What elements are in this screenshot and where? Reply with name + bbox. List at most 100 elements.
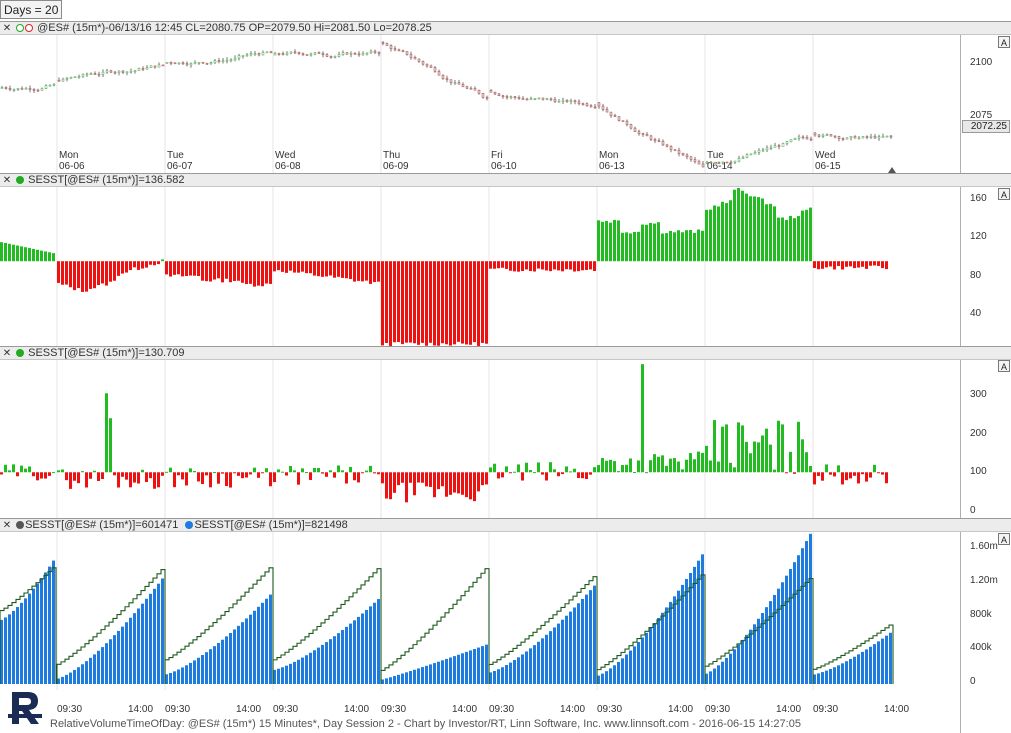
sesst2-bar	[785, 472, 788, 474]
volume-autoscale-button[interactable]: A	[998, 533, 1010, 545]
volume-bar	[621, 658, 624, 684]
sesst2-bar	[817, 472, 820, 476]
candle-body	[825, 134, 829, 136]
candle-body	[525, 98, 529, 101]
close-icon[interactable]: ✕	[2, 175, 12, 186]
candle-body	[281, 53, 285, 55]
sesst1-bar	[113, 261, 116, 281]
volume-bar	[24, 598, 27, 684]
volume-bar	[157, 583, 160, 684]
candle-body	[357, 53, 361, 56]
volume-bar	[221, 639, 224, 684]
candle-body	[141, 68, 145, 70]
sesst1-bar	[361, 261, 364, 282]
sesst2-bar	[125, 472, 128, 480]
sesst1-bar	[549, 261, 552, 272]
volume-bar	[689, 572, 692, 684]
candle-body	[121, 70, 125, 73]
candle-body	[869, 135, 873, 138]
candle-body	[737, 158, 741, 162]
volume-bar	[217, 642, 220, 684]
time-label: 14:00	[128, 704, 154, 715]
volume-bar	[249, 614, 252, 684]
candle-body	[341, 52, 345, 55]
volume-bar	[113, 635, 116, 684]
volume-bar	[765, 607, 768, 684]
sesst1-bar	[413, 261, 416, 344]
volume-bar	[613, 665, 616, 684]
volume-bar	[333, 636, 336, 684]
sesst1-bar	[717, 206, 720, 262]
sesst2-bar	[653, 454, 656, 473]
sesst1-bar	[577, 261, 580, 272]
candle-body	[213, 60, 217, 63]
sesst1-autoscale-button[interactable]: A	[998, 188, 1010, 200]
days-button[interactable]: Days = 20	[0, 0, 62, 19]
sesst2-bar	[685, 459, 688, 473]
sesst1-bar	[36, 249, 39, 262]
sesst1-bar	[305, 261, 308, 274]
sesst2-bar	[297, 472, 300, 485]
volume-bar	[557, 623, 560, 684]
sesst1-bar	[0, 242, 3, 262]
candle-body	[309, 53, 313, 56]
sesst1-bar	[373, 261, 376, 283]
volume-bar	[289, 663, 292, 684]
sesst2-bar	[353, 472, 356, 481]
sesst2-bar	[101, 472, 104, 479]
sesst1-bar	[57, 261, 60, 283]
close-icon[interactable]: ✕	[2, 23, 12, 34]
sesst2-bar	[701, 452, 704, 473]
sesst1-bar	[149, 261, 152, 265]
sesst2-bar	[821, 472, 824, 481]
sesst1-bar	[673, 232, 676, 262]
sesst1-bar	[401, 261, 404, 345]
sesst2-bar	[257, 472, 260, 478]
sesst2-bar	[341, 470, 344, 473]
candle-body	[709, 161, 713, 164]
sesst1-bar	[557, 261, 560, 271]
sesst2-bar	[597, 465, 600, 473]
candle-body	[413, 57, 417, 60]
sesst1-bar	[61, 261, 64, 285]
sesst1-bar	[881, 261, 884, 269]
sesst1-bar	[357, 261, 360, 281]
sesst1-bar	[693, 232, 696, 262]
volume-bar	[161, 578, 164, 684]
candle-body	[4, 87, 8, 89]
sesst2-bar	[121, 472, 124, 477]
sesst1-bar	[261, 261, 264, 287]
candle-body	[301, 53, 305, 55]
sesst2-bar	[109, 418, 112, 473]
sesst1-bar	[417, 261, 420, 345]
price-autoscale-button[interactable]: A	[998, 36, 1010, 48]
y-tick: 0	[970, 676, 976, 687]
time-label: 14:00	[236, 704, 262, 715]
volume-bar	[633, 646, 636, 684]
y-tick: 400k	[970, 642, 992, 653]
candle-body	[821, 134, 825, 137]
sesst1-bar	[645, 224, 648, 262]
candle-body	[73, 76, 77, 79]
sesst2-autoscale-button[interactable]: A	[998, 360, 1010, 372]
volume-bar	[801, 548, 804, 684]
sesst2-bar	[545, 472, 548, 481]
volume-bar	[453, 656, 456, 684]
sesst2-bar	[221, 472, 224, 474]
close-icon[interactable]: ✕	[2, 348, 12, 359]
volume-bar	[149, 593, 152, 684]
sesst2-bar	[93, 470, 96, 473]
sesst1-bar	[161, 259, 164, 262]
sesst1-bar	[269, 261, 272, 284]
candle-body	[113, 71, 117, 74]
sesst1-bar	[69, 261, 72, 288]
candle-body	[297, 51, 301, 54]
close-icon[interactable]: ✕	[2, 520, 12, 531]
sesst2-bar	[269, 472, 272, 487]
candle-body	[20, 88, 24, 90]
sesst2-bar	[805, 452, 808, 473]
volume-bar	[813, 674, 816, 684]
sesst1-bar	[221, 261, 224, 283]
volume-bar	[65, 674, 68, 684]
volume-bar	[509, 662, 512, 684]
